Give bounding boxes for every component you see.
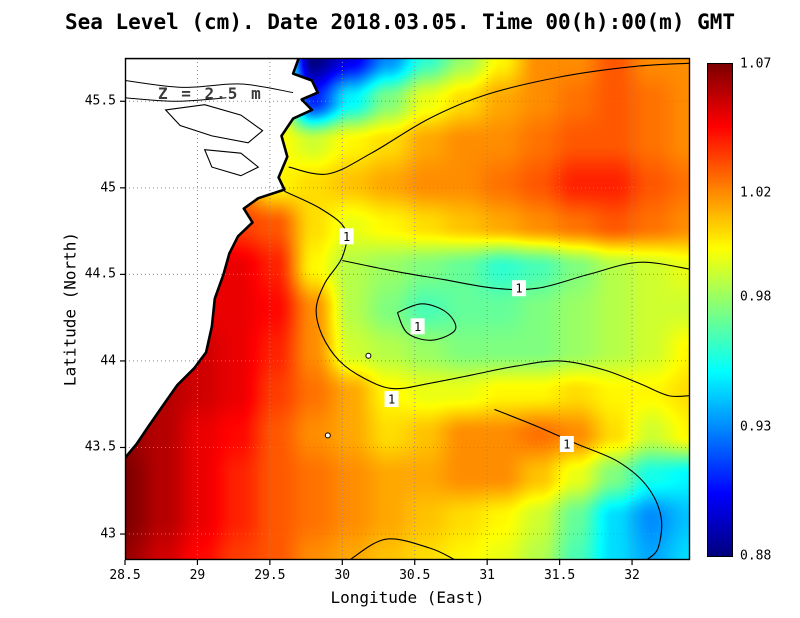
- contour-line: [494, 408, 663, 560]
- contour-label-chip: [339, 228, 354, 245]
- contour-label: 1: [414, 320, 421, 334]
- colorbar-tick-label: 0.98: [740, 289, 772, 305]
- colorbar-tick-label: 1.07: [740, 56, 772, 72]
- contour-label-chip: [410, 318, 425, 335]
- contour-label-chip: [384, 391, 399, 408]
- y-tick-label: 45.5: [84, 93, 116, 109]
- colorbar-tick-label: 1.02: [740, 185, 772, 201]
- contour-line: [396, 303, 457, 341]
- x-tick-label: 29.5: [254, 568, 286, 583]
- contour-label-chip: [512, 280, 527, 297]
- x-tick-label: 30: [334, 568, 351, 583]
- contour-label: 1: [563, 438, 570, 452]
- y-tick-label: 44: [100, 353, 116, 369]
- y-axis-title: Latitude (North): [60, 231, 80, 387]
- map-layer: 1 1 1 1 1: [125, 58, 690, 560]
- contour-label: 1: [515, 282, 522, 296]
- y-tick-label: 43.5: [84, 439, 116, 455]
- contour-label: 1: [388, 393, 395, 407]
- depth-annotation: Z = 2.5 m: [158, 84, 263, 103]
- river-line: [125, 80, 294, 94]
- chart-title: Sea Level (cm). Date 2018.03.05. Time 00…: [64, 10, 736, 34]
- lake-outline: [164, 104, 264, 144]
- x-tick-label: 32: [624, 568, 640, 583]
- y-tick-label: 43: [100, 526, 116, 542]
- y-tick-label: 44.5: [84, 266, 116, 282]
- island: [365, 352, 372, 359]
- x-tick-label: 31: [479, 568, 495, 583]
- contour-line: [288, 62, 690, 175]
- contour-line: [349, 538, 456, 560]
- plot-border: [124, 57, 691, 561]
- contour-line: [284, 190, 690, 398]
- river-line: [125, 97, 227, 102]
- x-axis-title: Longitude (East): [330, 588, 485, 607]
- x-tick-label: 28.5: [109, 568, 141, 583]
- contour-label: 1: [343, 230, 350, 244]
- x-tick-label: 30.5: [399, 568, 431, 583]
- contour-label-chip: [559, 436, 574, 453]
- colorbar-tick-label: 0.93: [740, 419, 772, 435]
- x-tick-label: 31.5: [543, 568, 576, 583]
- colorbar: [707, 63, 733, 557]
- coastline: [125, 58, 319, 459]
- island: [324, 432, 331, 439]
- colorbar-tick-label: 0.88: [740, 548, 772, 564]
- lake-outline: [203, 149, 260, 177]
- y-tick-label: 45: [100, 180, 116, 196]
- x-tick-label: 29: [189, 568, 206, 583]
- landmass: [125, 58, 318, 458]
